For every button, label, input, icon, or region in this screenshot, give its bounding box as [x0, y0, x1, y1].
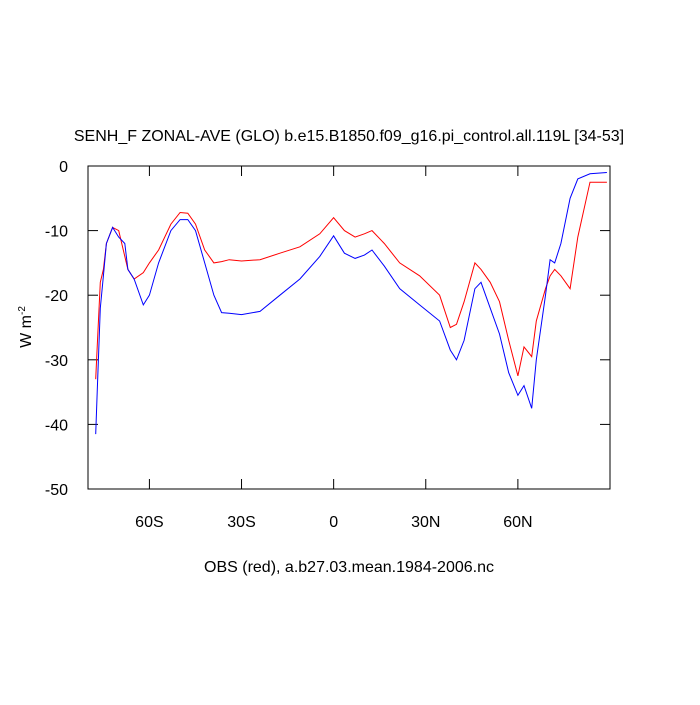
y-axis-label-exponent: -2: [17, 306, 28, 315]
y-tick-label: -10: [45, 224, 68, 241]
y-tick-label: -20: [45, 288, 68, 305]
y-tick-label: -40: [45, 417, 68, 434]
chart-title: SENH_F ZONAL-AVE (GLO) b.e15.B1850.f09_g…: [74, 128, 624, 145]
data-line: [95, 172, 607, 435]
y-tick-label: 0: [59, 159, 68, 176]
x-tick-label: 0: [329, 514, 338, 531]
y-axis-label-base: W m: [18, 315, 35, 348]
x-tick-label: 30S: [227, 514, 255, 531]
x-axis-label: OBS (red), a.b27.03.mean.1984-2006.nc: [204, 559, 494, 576]
x-tick-label: 60S: [135, 514, 163, 531]
x-tick-label: 30N: [411, 514, 440, 531]
y-axis-label: W m-2: [17, 306, 35, 348]
plot-frame: [87, 165, 611, 490]
data-line: [95, 181, 607, 380]
y-tick-label: -50: [45, 482, 68, 499]
y-tick-label: -30: [45, 353, 68, 370]
x-tick-label: 60N: [503, 514, 532, 531]
